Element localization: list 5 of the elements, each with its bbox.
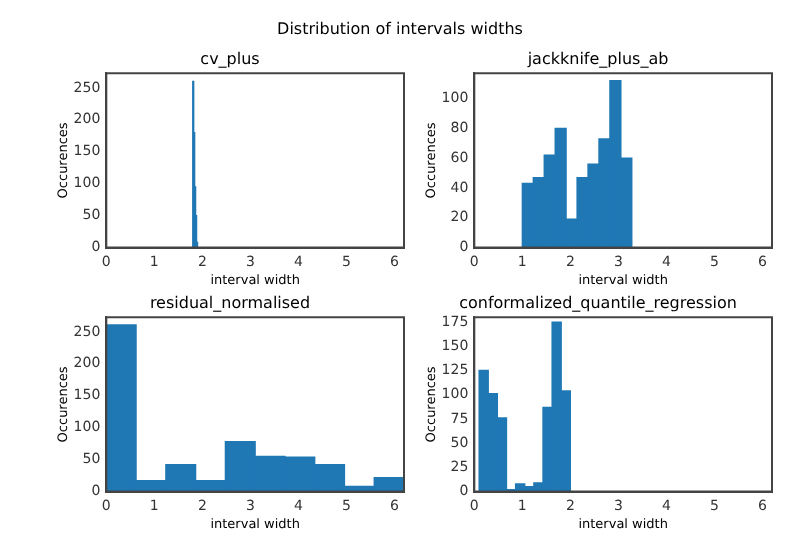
chart-title: cv_plus [200,49,260,68]
text: Distribution of intervals widths [275,18,525,42]
chart-title: conformalized_quantile_regression [459,293,737,312]
chart-title: jackknife_plus_ab [525,49,669,68]
chart-title: residual_normalised [149,293,311,312]
